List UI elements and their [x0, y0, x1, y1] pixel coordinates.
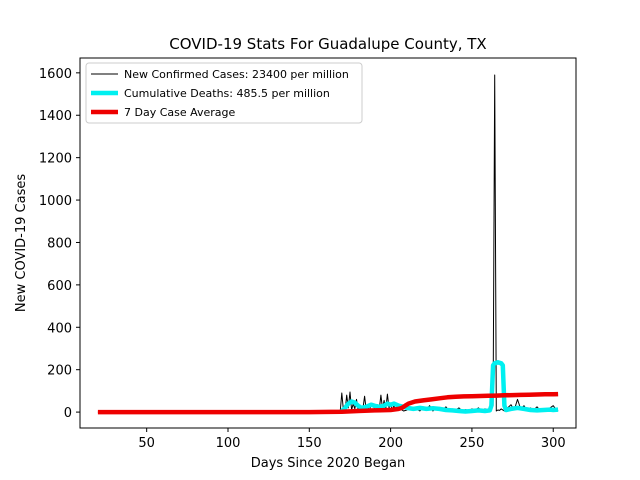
- x-axis: 50 100 150 200 250 300: [138, 428, 566, 451]
- y-tick-label: 1400: [39, 109, 72, 124]
- y-tick-label: 200: [47, 364, 72, 379]
- series-layer: [97, 74, 559, 415]
- y-tick-label: 600: [47, 279, 72, 294]
- legend: New Confirmed Cases: 23400 per million Cu…: [85, 62, 363, 124]
- x-tick-label: 150: [297, 436, 322, 451]
- series-line-1: [97, 74, 559, 413]
- y-tick-label: 400: [47, 321, 72, 336]
- y-tick-label: 1600: [39, 67, 72, 82]
- legend-label-3: 7 Day Case Average: [124, 106, 236, 119]
- series-line-3: [97, 391, 559, 415]
- x-tick-label: 250: [460, 436, 485, 451]
- x-tick-label: 200: [378, 436, 403, 451]
- y-tick-label: 0: [64, 406, 72, 421]
- x-tick-label: 300: [541, 436, 566, 451]
- y-axis: 0 200 400 600 800 1000 1200 1400 1600: [39, 67, 80, 421]
- plot-frame: [79, 57, 577, 429]
- y-tick-label: 1000: [39, 194, 72, 209]
- legend-label-1: New Confirmed Cases: 23400 per million: [124, 68, 349, 81]
- y-tick-label: 800: [47, 236, 72, 251]
- legend-box: [85, 62, 363, 124]
- y-tick-label: 1200: [39, 152, 72, 167]
- y-axis-title: New COVID-19 Cases: [14, 174, 29, 312]
- x-tick-label: 100: [216, 436, 241, 451]
- x-tick-label: 50: [138, 436, 155, 451]
- legend-label-2: Cumulative Deaths: 485.5 per million: [124, 87, 330, 100]
- chart-title: COVID-19 Stats For Guadalupe County, TX: [169, 35, 486, 53]
- series-line-2: [340, 360, 559, 414]
- x-axis-title: Days Since 2020 Began: [251, 456, 406, 471]
